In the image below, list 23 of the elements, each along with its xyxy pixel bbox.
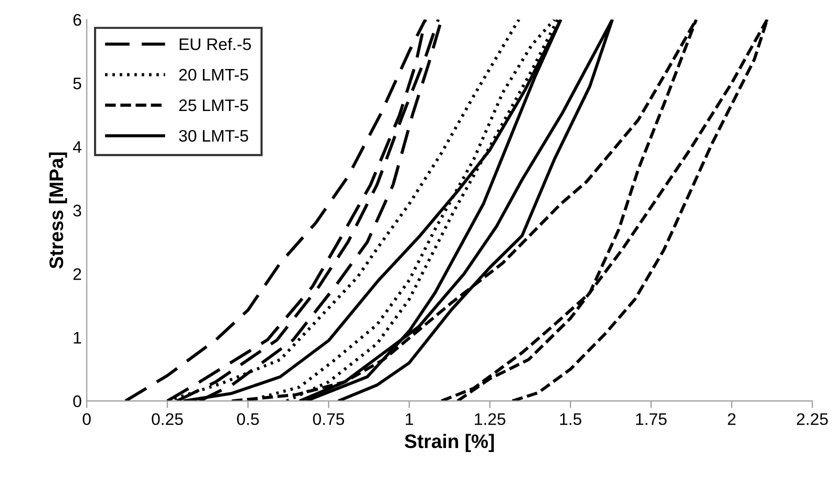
y-tick-label: 1: [74, 332, 82, 344]
x-tick-label: 1: [406, 413, 414, 425]
x-axis-title: Strain [%]: [404, 434, 494, 452]
legend-label: EU Ref.-5: [180, 38, 251, 50]
y-tick-label: 3: [73, 204, 82, 216]
legend-label: 20 LMT-5: [179, 68, 248, 81]
y-tick-label: 0: [73, 395, 82, 408]
y-tick-label: 6: [73, 14, 82, 26]
x-tick-label: 1.25: [474, 413, 506, 426]
x-tick-label: 2: [728, 413, 736, 425]
y-tick-label: 4: [72, 141, 82, 153]
y-axis-title: Stress [MPa]: [48, 152, 68, 269]
legend-label: 30 LMT-5: [179, 130, 248, 142]
x-tick-label: 0.75: [313, 413, 344, 426]
y-tick-label: 2: [73, 268, 82, 280]
x-tick-label: 2.25: [796, 413, 828, 426]
x-tick-label: 1.75: [636, 413, 667, 426]
x-tick-label: 0.5: [237, 413, 259, 426]
x-tick-label: 0.25: [152, 413, 183, 426]
legend-label: 25 LMT-5: [179, 99, 248, 112]
y-tick-label: 5: [73, 78, 82, 90]
x-tick-label: 1.5: [560, 413, 582, 426]
x-tick-label: 0: [82, 413, 91, 426]
